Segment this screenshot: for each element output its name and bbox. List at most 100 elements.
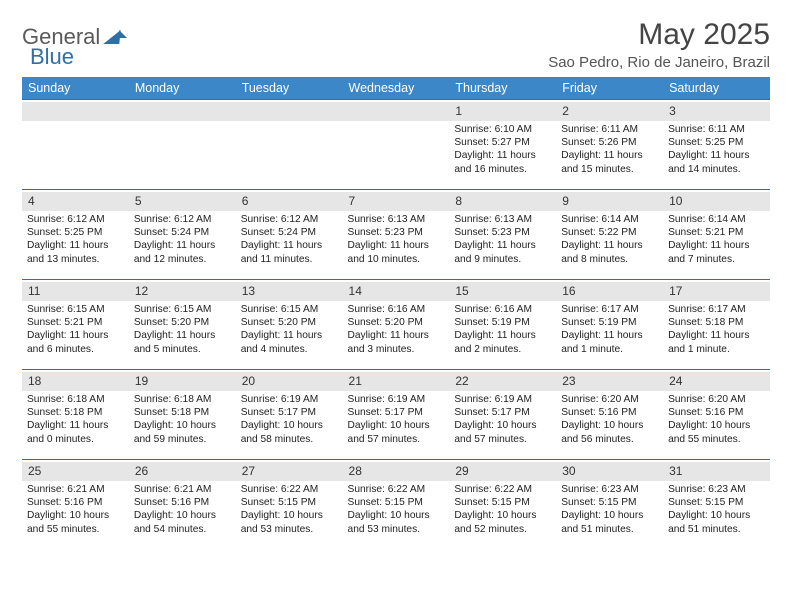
- calendar-day-cell: 21 Sunrise: 6:19 AMSunset: 5:17 PMDayligh…: [343, 370, 450, 460]
- calendar-day-cell: 8Sunrise: 6:13 AMSunset: 5:23 PMDaylight…: [449, 190, 556, 280]
- calendar-week-row: 1 Sunrise: 6:10 AMSunset: 5:27 PMDaylight…: [22, 100, 770, 190]
- weekday-header: Wednesday: [343, 77, 450, 100]
- day-number: 28: [343, 462, 450, 481]
- calendar-day-cell: 5 Sunrise: 6:12 AMSunset: 5:24 PMDaylight…: [129, 190, 236, 280]
- calendar-day-cell: 18 Sunrise: 6:18 AMSunset: 5:18 PMDayligh…: [22, 370, 129, 460]
- calendar-day-cell: [129, 100, 236, 190]
- calendar-day-cell: 6 Sunrise: 6:12 AMSunset: 5:24 PMDaylight…: [236, 190, 343, 280]
- day-number: 13: [236, 282, 343, 301]
- day-number: 24: [663, 372, 770, 391]
- day-number: 5: [129, 192, 236, 211]
- day-number: [22, 102, 129, 121]
- day-number: 9: [556, 192, 663, 211]
- day-info: Sunrise: 6:23 AMSunset: 5:15 PMDaylight:…: [668, 483, 765, 535]
- calendar-day-cell: 1 Sunrise: 6:10 AMSunset: 5:27 PMDaylight…: [449, 100, 556, 190]
- calendar-week-row: 4Sunrise: 6:12 AMSunset: 5:25 PMDaylight…: [22, 190, 770, 280]
- day-number: 15: [449, 282, 556, 301]
- weekday-header: Sunday: [22, 77, 129, 100]
- calendar-day-cell: 13 Sunrise: 6:15 AMSunset: 5:20 PMDayligh…: [236, 280, 343, 370]
- location-label: Sao Pedro, Rio de Janeiro, Brazil: [548, 54, 770, 71]
- calendar-day-cell: 24 Sunrise: 6:20 AMSunset: 5:16 PMDayligh…: [663, 370, 770, 460]
- day-number: 22: [449, 372, 556, 391]
- day-number: 3: [663, 102, 770, 121]
- calendar-day-cell: [22, 100, 129, 190]
- day-number: 21: [343, 372, 450, 391]
- calendar-day-cell: 17 Sunrise: 6:17 AMSunset: 5:18 PMDayligh…: [663, 280, 770, 370]
- calendar-body: 1 Sunrise: 6:10 AMSunset: 5:27 PMDaylight…: [22, 100, 770, 550]
- day-info: Sunrise: 6:15 AMSunset: 5:21 PMDaylight:…: [27, 303, 124, 355]
- month-title: May 2025: [548, 18, 770, 52]
- day-info: Sunrise: 6:20 AMSunset: 5:16 PMDaylight:…: [668, 393, 765, 445]
- day-info: Sunrise: 6:21 AMSunset: 5:16 PMDaylight:…: [134, 483, 231, 535]
- day-number: 19: [129, 372, 236, 391]
- day-info: Sunrise: 6:10 AMSunset: 5:27 PMDaylight:…: [454, 123, 551, 175]
- calendar-day-cell: 25Sunrise: 6:21 AMSunset: 5:16 PMDayligh…: [22, 460, 129, 550]
- day-info: Sunrise: 6:19 AMSunset: 5:17 PMDaylight:…: [241, 393, 338, 445]
- weekday-header: Saturday: [663, 77, 770, 100]
- day-number: [236, 102, 343, 121]
- calendar-day-cell: 9Sunrise: 6:14 AMSunset: 5:22 PMDaylight…: [556, 190, 663, 280]
- day-number: 12: [129, 282, 236, 301]
- calendar-day-cell: 30Sunrise: 6:23 AMSunset: 5:15 PMDayligh…: [556, 460, 663, 550]
- day-info: Sunrise: 6:16 AMSunset: 5:19 PMDaylight:…: [454, 303, 551, 355]
- calendar-day-cell: 3 Sunrise: 6:11 AMSunset: 5:25 PMDaylight…: [663, 100, 770, 190]
- calendar-day-cell: 27Sunrise: 6:22 AMSunset: 5:15 PMDayligh…: [236, 460, 343, 550]
- day-info: Sunrise: 6:18 AMSunset: 5:18 PMDaylight:…: [134, 393, 231, 445]
- day-info: Sunrise: 6:15 AMSunset: 5:20 PMDaylight:…: [241, 303, 338, 355]
- day-number: 27: [236, 462, 343, 481]
- day-info: Sunrise: 6:21 AMSunset: 5:16 PMDaylight:…: [27, 483, 124, 535]
- calendar-day-cell: 14Sunrise: 6:16 AMSunset: 5:20 PMDayligh…: [343, 280, 450, 370]
- calendar-day-cell: 29Sunrise: 6:22 AMSunset: 5:15 PMDayligh…: [449, 460, 556, 550]
- calendar-day-cell: 22Sunrise: 6:19 AMSunset: 5:17 PMDayligh…: [449, 370, 556, 460]
- day-number: 18: [22, 372, 129, 391]
- sail-icon: [104, 30, 121, 44]
- day-info: Sunrise: 6:14 AMSunset: 5:21 PMDaylight:…: [668, 213, 765, 265]
- day-info: Sunrise: 6:23 AMSunset: 5:15 PMDaylight:…: [561, 483, 658, 535]
- calendar-day-cell: 10Sunrise: 6:14 AMSunset: 5:21 PMDayligh…: [663, 190, 770, 280]
- day-info: Sunrise: 6:19 AMSunset: 5:17 PMDaylight:…: [348, 393, 445, 445]
- calendar-week-row: 18 Sunrise: 6:18 AMSunset: 5:18 PMDayligh…: [22, 370, 770, 460]
- calendar-day-cell: 26 Sunrise: 6:21 AMSunset: 5:16 PMDayligh…: [129, 460, 236, 550]
- day-number: 6: [236, 192, 343, 211]
- day-number: 29: [449, 462, 556, 481]
- calendar-day-cell: [236, 100, 343, 190]
- day-number: [343, 102, 450, 121]
- day-number: 31: [663, 462, 770, 481]
- calendar-week-row: 25Sunrise: 6:21 AMSunset: 5:16 PMDayligh…: [22, 460, 770, 550]
- day-number: 1: [449, 102, 556, 121]
- day-info: Sunrise: 6:11 AMSunset: 5:25 PMDaylight:…: [668, 123, 765, 175]
- day-info: Sunrise: 6:20 AMSunset: 5:16 PMDaylight:…: [561, 393, 658, 445]
- day-info: Sunrise: 6:12 AMSunset: 5:24 PMDaylight:…: [134, 213, 231, 265]
- day-info: Sunrise: 6:18 AMSunset: 5:18 PMDaylight:…: [27, 393, 124, 445]
- weekday-header: Monday: [129, 77, 236, 100]
- day-info: Sunrise: 6:12 AMSunset: 5:25 PMDaylight:…: [27, 213, 124, 265]
- day-info: Sunrise: 6:11 AMSunset: 5:26 PMDaylight:…: [561, 123, 658, 175]
- calendar-day-cell: 2 Sunrise: 6:11 AMSunset: 5:26 PMDaylight…: [556, 100, 663, 190]
- title-block: May 2025 Sao Pedro, Rio de Janeiro, Braz…: [548, 18, 770, 71]
- day-number: 17: [663, 282, 770, 301]
- calendar-day-cell: 20Sunrise: 6:19 AMSunset: 5:17 PMDayligh…: [236, 370, 343, 460]
- header: General May 2025 Sao Pedro, Rio de Janei…: [22, 18, 770, 71]
- day-info: Sunrise: 6:17 AMSunset: 5:18 PMDaylight:…: [668, 303, 765, 355]
- calendar-day-cell: [343, 100, 450, 190]
- day-info: Sunrise: 6:22 AMSunset: 5:15 PMDaylight:…: [348, 483, 445, 535]
- calendar-header-row: SundayMondayTuesdayWednesdayThursdayFrid…: [22, 77, 770, 100]
- calendar-day-cell: 19 Sunrise: 6:18 AMSunset: 5:18 PMDayligh…: [129, 370, 236, 460]
- calendar-day-cell: 23 Sunrise: 6:20 AMSunset: 5:16 PMDayligh…: [556, 370, 663, 460]
- day-info: Sunrise: 6:15 AMSunset: 5:20 PMDaylight:…: [134, 303, 231, 355]
- day-info: Sunrise: 6:12 AMSunset: 5:24 PMDaylight:…: [241, 213, 338, 265]
- day-number: 23: [556, 372, 663, 391]
- day-number: 8: [449, 192, 556, 211]
- calendar-day-cell: 12 Sunrise: 6:15 AMSunset: 5:20 PMDayligh…: [129, 280, 236, 370]
- calendar-day-cell: 4Sunrise: 6:12 AMSunset: 5:25 PMDaylight…: [22, 190, 129, 280]
- day-number: 26: [129, 462, 236, 481]
- weekday-header: Tuesday: [236, 77, 343, 100]
- day-number: 2: [556, 102, 663, 121]
- weekday-header: Thursday: [449, 77, 556, 100]
- calendar-day-cell: 15 Sunrise: 6:16 AMSunset: 5:19 PMDayligh…: [449, 280, 556, 370]
- day-number: [129, 102, 236, 121]
- calendar-day-cell: 31 Sunrise: 6:23 AMSunset: 5:15 PMDayligh…: [663, 460, 770, 550]
- calendar-table: SundayMondayTuesdayWednesdayThursdayFrid…: [22, 77, 770, 550]
- calendar-day-cell: 11Sunrise: 6:15 AMSunset: 5:21 PMDayligh…: [22, 280, 129, 370]
- calendar-week-row: 11Sunrise: 6:15 AMSunset: 5:21 PMDayligh…: [22, 280, 770, 370]
